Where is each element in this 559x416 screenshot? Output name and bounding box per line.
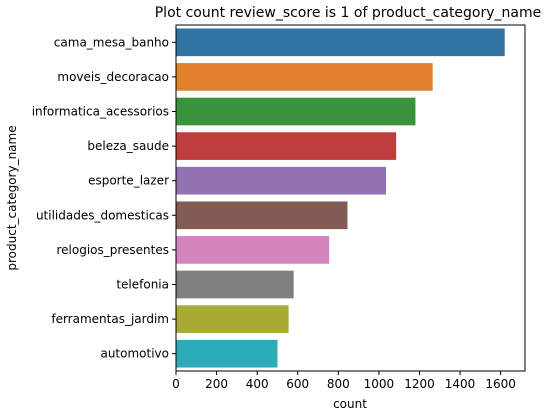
- chart-title: Plot count review_score is 1 of product_…: [155, 5, 542, 21]
- y-tick-label: utilidades_domesticas: [36, 208, 169, 222]
- x-tick-label: 1400: [445, 377, 476, 391]
- bar-cama-mesa-banho: [176, 28, 505, 57]
- bar-telefonia: [176, 270, 294, 299]
- bar-ferramentas-jardim: [176, 305, 289, 333]
- x-tick-label: 400: [246, 377, 269, 391]
- y-tick-label: informatica_acessorios: [32, 105, 169, 119]
- y-axis-label: product_category_name: [5, 125, 19, 270]
- bar-automotivo: [176, 339, 278, 368]
- x-tick-label: 800: [327, 377, 350, 391]
- plot-area: cama_mesa_banho moveis_decoracao informati…: [32, 24, 526, 391]
- y-tick-label: cama_mesa_banho: [54, 35, 169, 49]
- x-axis-label: count: [333, 397, 367, 411]
- bar-informatica-acessorios: [176, 97, 416, 126]
- bar-relogios-presentes: [176, 236, 330, 264]
- y-tick-label: moveis_decoracao: [57, 70, 169, 84]
- x-tick-label: 1200: [404, 377, 435, 391]
- plot-frame: [175, 24, 526, 372]
- bar-esporte-lazer: [176, 166, 387, 195]
- y-tick-label: automotivo: [100, 347, 169, 361]
- x-tick-label: 200: [205, 377, 228, 391]
- x-tick-label: 1600: [485, 377, 516, 391]
- y-tick-label: beleza_saude: [87, 139, 169, 153]
- x-tick-label: 600: [286, 377, 309, 391]
- bar-moveis-decoracao: [176, 63, 433, 91]
- x-tick-label: 0: [172, 377, 180, 391]
- y-tick-label: esporte_lazer: [88, 174, 169, 188]
- bar-beleza-saude: [176, 132, 397, 160]
- y-tick-label: relogios_presentes: [56, 243, 169, 257]
- bar-utilidades-domesticas: [176, 201, 348, 230]
- y-tick-label: telefonia: [116, 278, 169, 292]
- y-tick-label: ferramentas_jardim: [51, 312, 169, 326]
- x-tick-label: 1000: [364, 377, 395, 391]
